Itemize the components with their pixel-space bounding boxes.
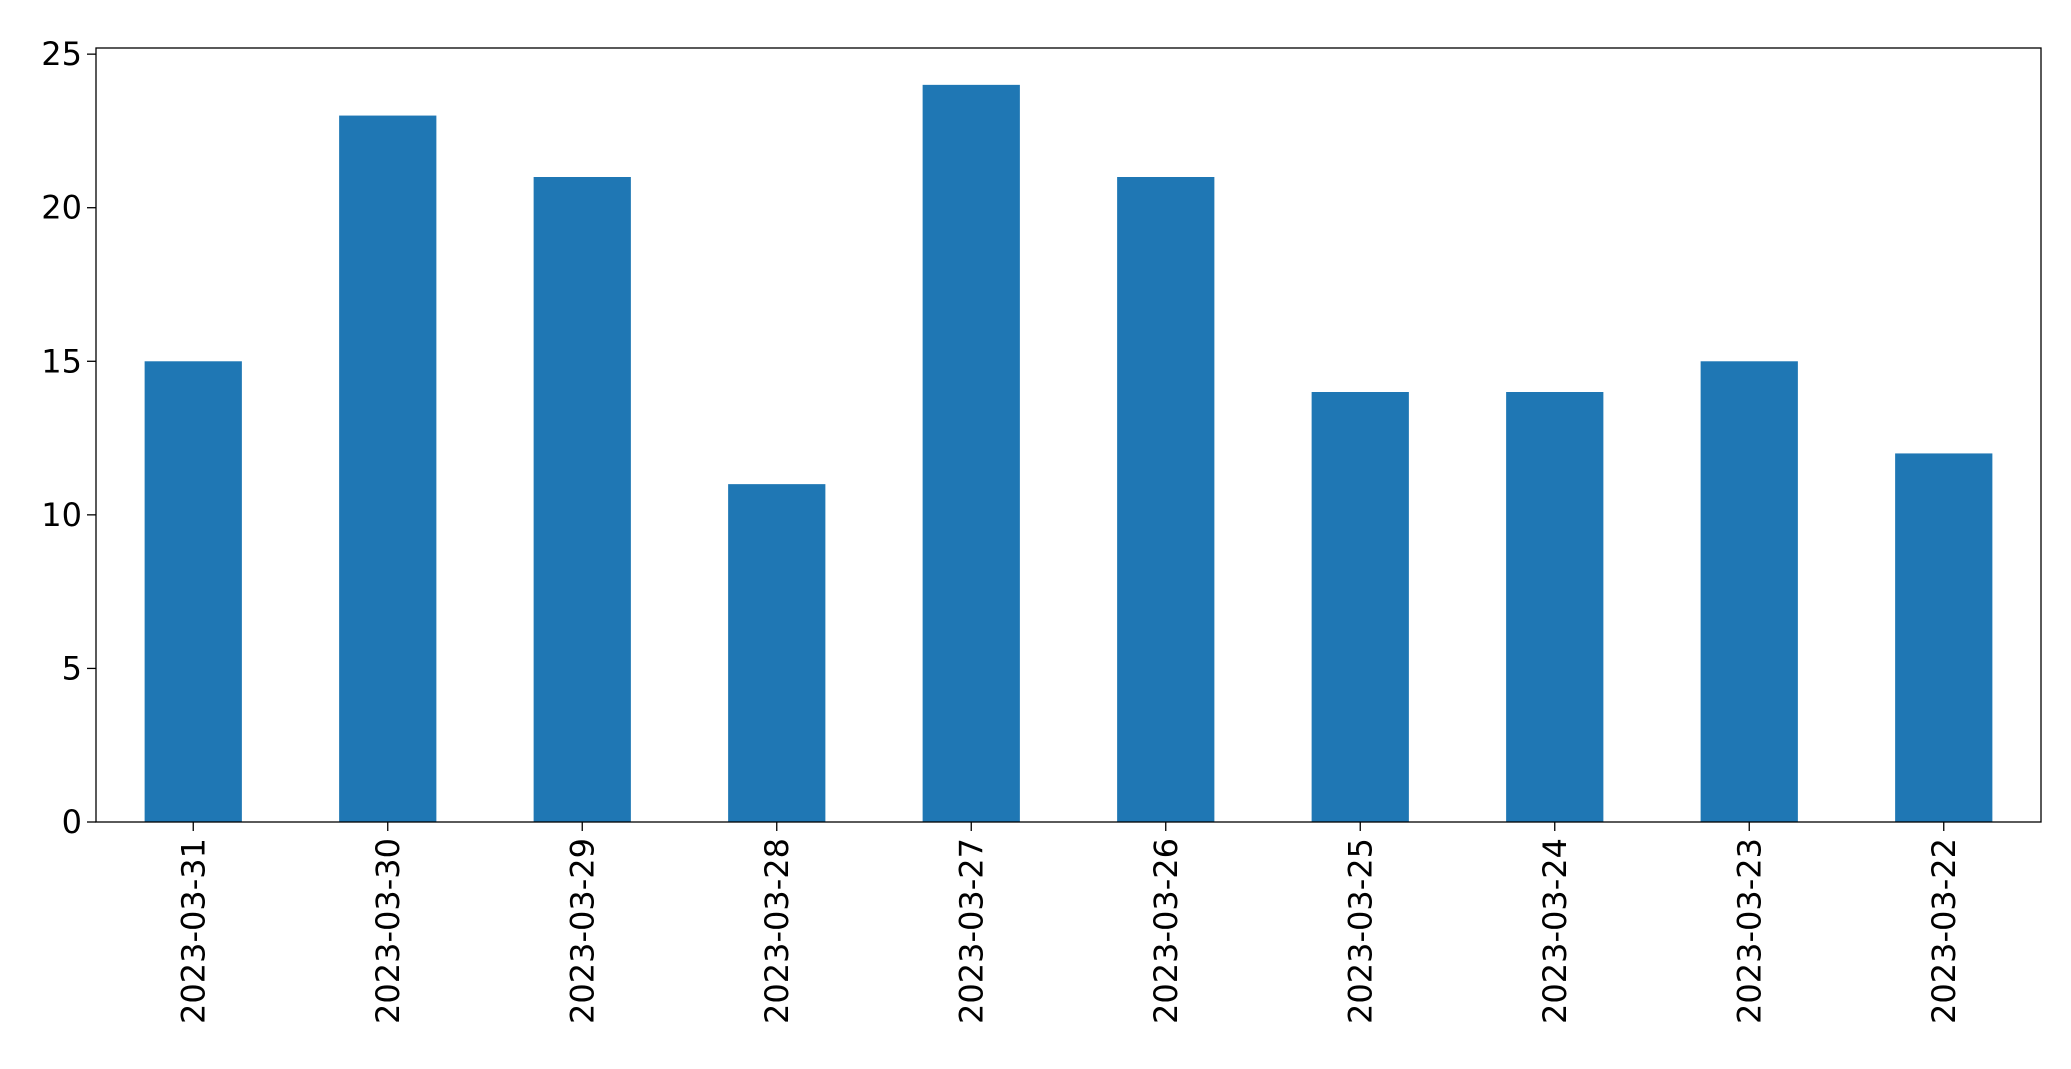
bar — [339, 115, 437, 823]
bar — [1117, 177, 1215, 822]
bar — [728, 484, 826, 822]
bar — [1311, 392, 1409, 822]
x-tick-label: 2023-03-24 — [1536, 838, 1574, 1024]
x-tick-label: 2023-03-23 — [1730, 838, 1768, 1024]
x-tick-label: 2023-03-31 — [174, 838, 212, 1024]
x-tick-label: 2023-03-25 — [1341, 838, 1379, 1024]
bar — [1700, 361, 1798, 822]
bar — [144, 361, 242, 822]
y-tick-label: 10 — [41, 496, 82, 534]
y-tick-label: 15 — [41, 342, 82, 380]
x-tick-label: 2023-03-27 — [952, 838, 990, 1024]
x-tick-label: 2023-03-29 — [563, 838, 601, 1024]
x-tick-label: 2023-03-26 — [1147, 838, 1185, 1024]
x-tick-label: 2023-03-22 — [1925, 838, 1963, 1024]
bar — [1895, 453, 1993, 822]
bar — [1506, 392, 1604, 822]
x-tick-label: 2023-03-30 — [369, 838, 407, 1024]
y-tick-label: 25 — [41, 35, 82, 73]
y-tick-label: 0 — [62, 803, 82, 841]
plot-frame — [95, 47, 2042, 823]
bar — [533, 177, 631, 822]
y-tick-label: 5 — [62, 649, 82, 687]
y-tick-label: 20 — [41, 189, 82, 227]
bar — [922, 84, 1020, 823]
x-tick-label: 2023-03-28 — [758, 838, 796, 1024]
